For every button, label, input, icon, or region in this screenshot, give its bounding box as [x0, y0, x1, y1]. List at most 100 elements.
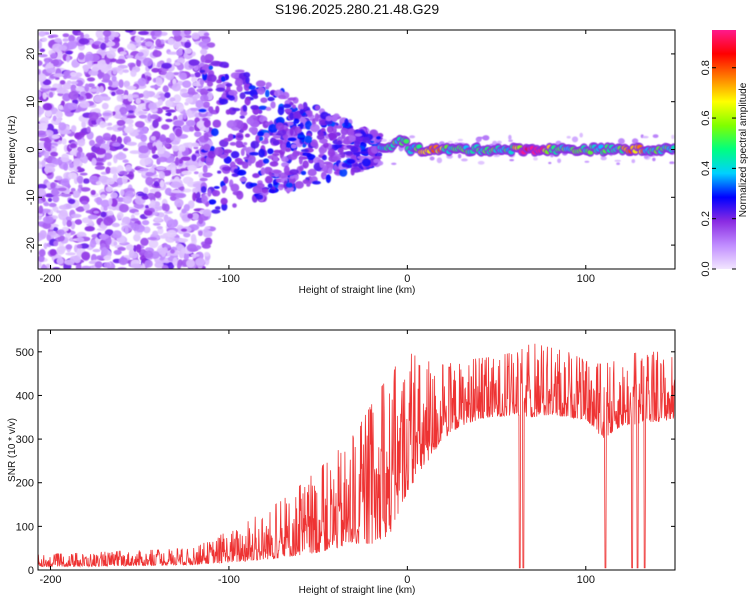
spectrogram-noise-cell	[79, 243, 90, 249]
spectrogram-noise-cell	[189, 73, 196, 78]
spectrogram-noise-cell	[52, 115, 57, 122]
spectrogram-noise-cell	[112, 69, 118, 75]
spectrogram-noise-cell	[38, 60, 43, 67]
spectrogram-noise-cell	[190, 234, 197, 242]
spectrogram-noise-cell	[139, 249, 146, 254]
spectrogram-tone-halo	[447, 140, 453, 144]
spectrogram-noise-cell	[164, 92, 171, 99]
spectrogram-noise-cell	[125, 164, 133, 172]
spectrogram-transition-cell	[257, 159, 263, 168]
spectrogram-transition-cell	[302, 179, 310, 185]
spectrogram-noise-cell	[138, 145, 149, 154]
spectrogram-noise-cell	[144, 157, 152, 165]
spectrogram-noise-cell	[38, 106, 45, 115]
spectrogram-noise-cell	[174, 198, 184, 208]
spectrogram-transition-cell	[263, 158, 270, 164]
spectrogram-noise-cell	[125, 54, 134, 59]
spectrogram-tone-halo	[533, 157, 538, 161]
spectrogram-transition-cell	[239, 110, 248, 116]
spectrogram-noise-cell	[78, 95, 85, 101]
spectrogram-transition-cell	[233, 94, 238, 103]
spectrogram-noise-cell	[41, 159, 46, 168]
spectrogram-transition-cell	[225, 83, 233, 87]
spectrogram-transition-cell	[321, 138, 327, 144]
spectrogram-noise-cell	[154, 205, 165, 210]
spectrogram-noise-cell	[81, 265, 91, 269]
spectrogram-noise-cell	[161, 62, 172, 69]
spectrogram-noise-cell	[62, 218, 67, 227]
spectrogram-transition-cell	[289, 169, 299, 175]
spectrogram-noise-cell	[150, 135, 156, 141]
spectrogram-transition-cell	[321, 155, 327, 161]
spectrogram-transition-cell	[287, 137, 297, 142]
spectrogram-noise-cell	[101, 247, 108, 256]
spectrogram-noise-cell	[94, 162, 105, 167]
spectrogram-transition-cell	[300, 149, 309, 153]
spectrogram-transition-cell	[240, 148, 245, 156]
spectrogram-noise-cell	[90, 189, 96, 196]
spectrogram-transition-cell	[277, 129, 287, 136]
spectrogram-noise-cell	[62, 38, 69, 42]
spectrogram-noise-cell	[152, 230, 159, 236]
spectrogram-noise-cell	[99, 120, 106, 129]
spectrogram-noise-cell	[116, 119, 126, 126]
spectrogram-xtick-label: 0	[404, 273, 410, 285]
spectrogram-transition-cell	[244, 133, 251, 138]
spectrogram-noise-cell	[50, 151, 58, 157]
spectrogram-tone-halo	[477, 160, 485, 165]
spectrogram-noise-cell	[71, 60, 79, 68]
spectrogram-transition-cell	[246, 117, 254, 125]
spectrogram-noise-cell	[56, 257, 64, 265]
spectrogram-noise-cell	[167, 262, 175, 269]
spectrogram-noise-cell	[76, 151, 81, 159]
spectrogram-transition-cell	[353, 140, 361, 148]
spectrogram-noise-cell	[95, 181, 102, 186]
spectrogram-noise-cell	[115, 152, 127, 160]
spectrogram-tone-halo	[409, 135, 416, 139]
spectrogram-transition-cell	[199, 94, 209, 102]
spectrogram-transition-cell	[243, 91, 254, 95]
snr-panel: -200 -100 0 100 0 100 200 300 400 500 Height of s…	[7, 329, 676, 596]
spectrogram-transition-cell	[200, 157, 206, 163]
spectrogram-noise-cell	[55, 110, 63, 119]
spectrogram-noise-cell	[105, 166, 111, 174]
spectrogram-tone-halo	[508, 134, 512, 141]
spectrogram-noise-cell	[191, 212, 200, 221]
spectrogram-noise-cell	[122, 159, 129, 164]
spectrogram-noise-cell	[95, 30, 104, 39]
spectrogram-noise-cell	[166, 57, 172, 65]
spectrogram-noise-cell	[125, 30, 134, 33]
spectrogram-transition-cell	[230, 72, 241, 79]
spectrogram-noise-cell	[57, 104, 64, 110]
spectrogram-tone-halo	[571, 136, 579, 143]
spectrogram-noise-cell	[171, 83, 182, 92]
spectrogram-noise-cell	[113, 241, 118, 246]
spectrogram-transition-cell	[200, 69, 206, 73]
spectrogram-noise-cell	[153, 181, 160, 188]
colorbar: 0.0 0.2 0.4 0.6 0.8 Normalized spectral ampl…	[700, 30, 749, 277]
spectrogram-noise-cell	[187, 213, 193, 219]
spectrogram-transition-cell	[228, 95, 235, 101]
spectrogram-noise-cell	[103, 262, 111, 268]
spectrogram-transition-cell	[272, 135, 281, 139]
spectrogram-noise-cell	[191, 78, 197, 83]
spectrogram-noise-cell	[94, 165, 106, 170]
spectrogram-noise-cell	[137, 193, 148, 197]
spectrogram-noise-cell	[41, 37, 48, 42]
spectrogram-transition-cell	[326, 125, 334, 134]
spectrogram-noise-cell	[184, 34, 192, 39]
spectrogram-noise-cell	[123, 95, 129, 99]
spectrogram-noise-cell	[194, 71, 201, 78]
spectrogram-tone-halo	[381, 138, 387, 142]
spectrogram-transition-cell	[223, 137, 232, 142]
spectrogram-transition-cell	[374, 156, 382, 160]
spectrogram-noise-cell	[44, 109, 53, 118]
spectrogram-noise-cell	[134, 211, 140, 216]
spectrogram-noise-cell	[43, 202, 50, 207]
spectrogram-noise-cell	[99, 233, 110, 240]
spectrogram-noise-cell	[38, 90, 42, 98]
spectrogram-transition-cell	[250, 140, 260, 149]
spectrogram-noise-cell	[120, 222, 126, 226]
spectrogram-noise-cell	[53, 240, 59, 247]
